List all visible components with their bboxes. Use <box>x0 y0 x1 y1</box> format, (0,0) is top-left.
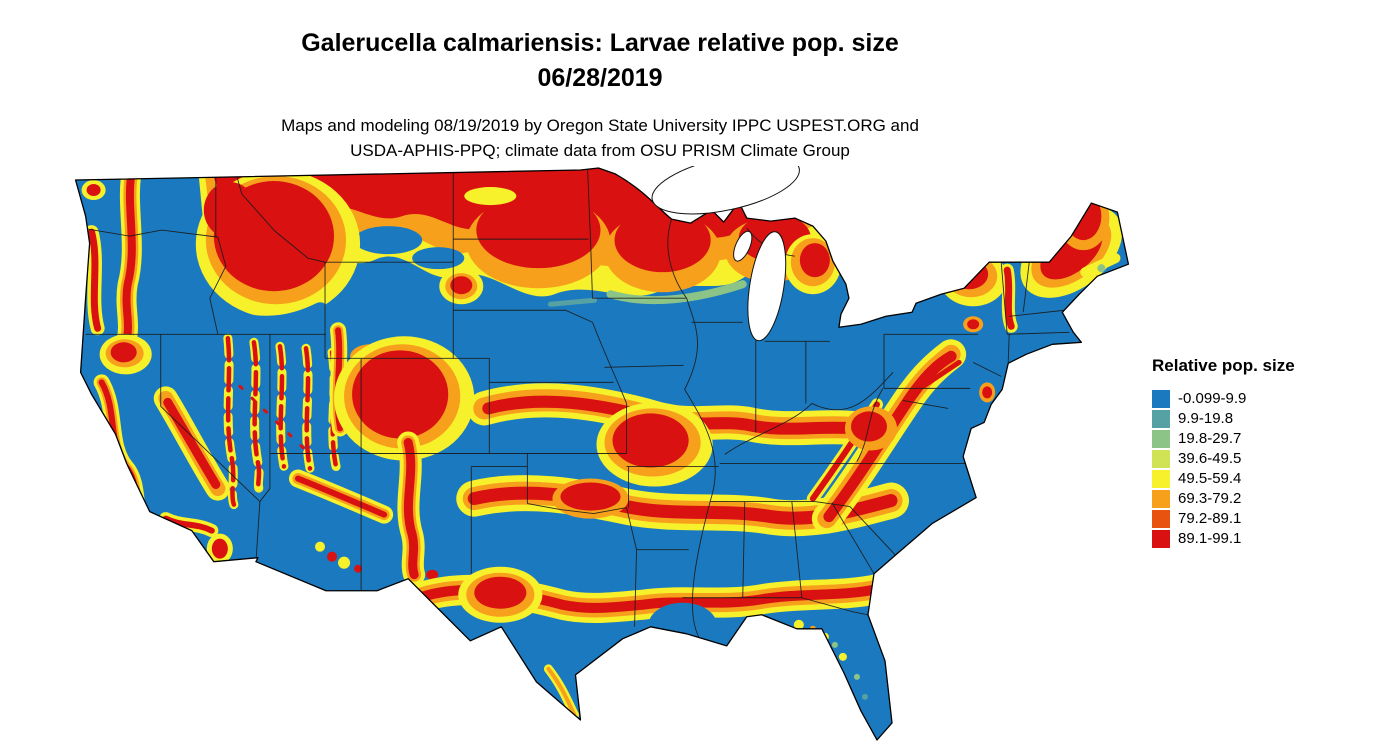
map-container <box>68 153 1133 742</box>
legend-label: 69.3-79.2 <box>1178 490 1242 507</box>
legend-label: 39.6-49.5 <box>1178 450 1242 467</box>
lake-michigan <box>747 231 787 342</box>
page-title: Galerucella calmariensis: Larvae relativ… <box>301 29 899 57</box>
legend-swatch <box>1152 450 1170 468</box>
legend-label: 79.2-89.1 <box>1178 510 1242 527</box>
legend-swatch <box>1152 530 1170 548</box>
attribution-line-2: USDA-APHIS-PPQ; climate data from OSU PR… <box>350 141 850 160</box>
michigan-patch <box>784 234 841 295</box>
legend-swatch <box>1152 390 1170 408</box>
legend-swatch <box>1152 430 1170 448</box>
us-map-svg <box>74 153 1130 741</box>
southern-rockies <box>288 268 484 606</box>
state-borders <box>85 168 1074 638</box>
great-lakes <box>651 153 800 342</box>
lake-superior <box>651 153 800 215</box>
green-bay <box>733 230 753 262</box>
legend-swatch <box>1152 470 1170 488</box>
legend-swatch <box>1152 510 1170 528</box>
legend-row: 19.8-29.7 <box>1152 430 1382 448</box>
legend-row: 79.2-89.1 <box>1152 510 1382 528</box>
legend-swatch <box>1152 490 1170 508</box>
attribution-line-1: Maps and modeling 08/19/2019 by Oregon S… <box>281 116 919 135</box>
central-band-upper <box>467 383 876 487</box>
legend-label: 89.1-99.1 <box>1178 530 1242 547</box>
southern-band <box>407 566 895 647</box>
figure-header: Galerucella calmariensis: Larvae relativ… <box>0 26 1200 163</box>
us-outline <box>74 167 1130 741</box>
map-date: 06/28/2019 <box>537 64 663 92</box>
legend-row: 49.5-59.4 <box>1152 470 1382 488</box>
legend-row: 9.9-19.8 <box>1152 410 1382 428</box>
legend-row: 69.3-79.2 <box>1152 490 1382 508</box>
legend-label: 9.9-19.8 <box>1178 410 1234 427</box>
northern-rockies <box>135 170 361 332</box>
legend-row: 89.1-99.1 <box>1152 530 1382 548</box>
map-legend: Relative pop. size -0.099-9.9 9.9-19.8 1… <box>1152 356 1382 550</box>
legend-label: -0.099-9.9 <box>1178 390 1247 407</box>
attribution-subtitle: Maps and modeling 08/19/2019 by Oregon S… <box>0 113 1200 163</box>
legend-row: -0.099-9.9 <box>1152 390 1382 408</box>
legend-label: 19.8-29.7 <box>1178 430 1242 447</box>
legend-label: 49.5-59.4 <box>1178 470 1242 487</box>
legend-title: Relative pop. size <box>1152 356 1295 375</box>
legend-row: 39.6-49.5 <box>1152 450 1382 468</box>
legend-swatch <box>1152 410 1170 428</box>
